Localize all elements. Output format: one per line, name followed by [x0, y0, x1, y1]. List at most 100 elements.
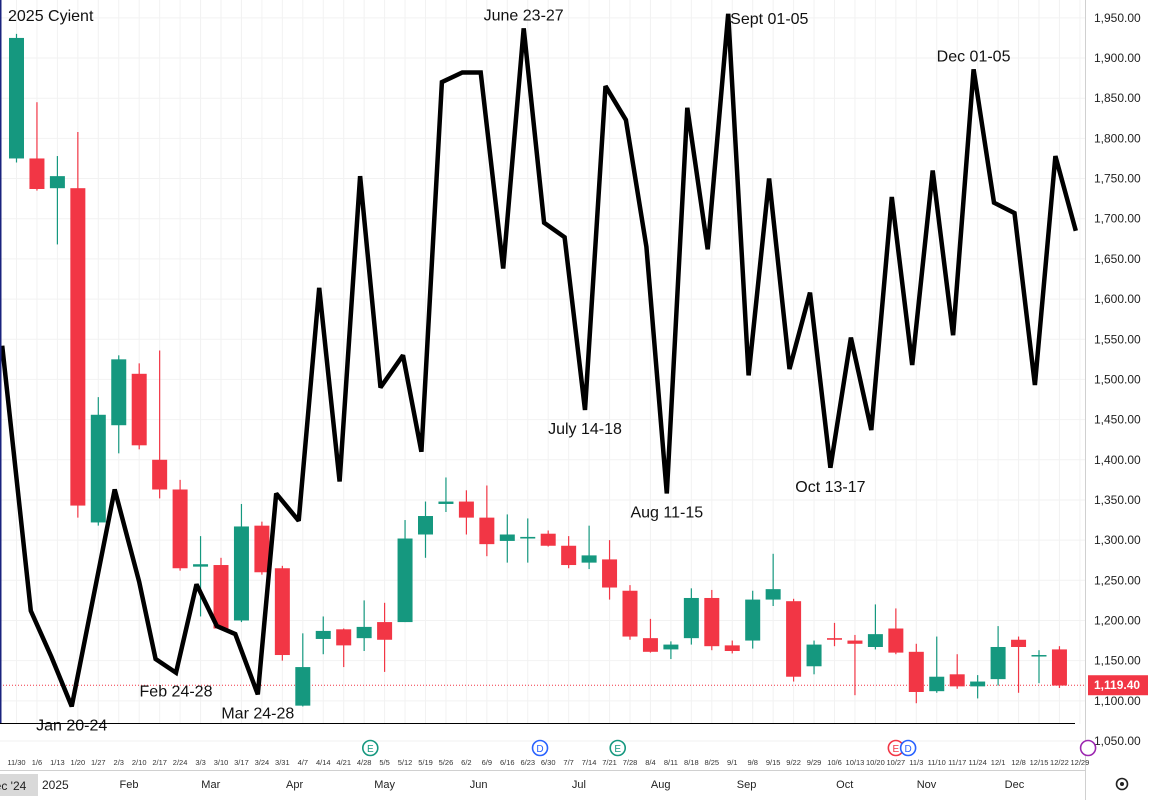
week-tick-label: 3/10 — [214, 758, 229, 767]
annotation-label: Jan 20-24 — [36, 717, 107, 734]
week-tick-label: 1/27 — [91, 758, 106, 767]
annotation-label: Sept 01-05 — [730, 11, 808, 28]
week-tick-label: 7/28 — [623, 758, 638, 767]
year-label: 2025 — [42, 778, 69, 792]
y-tick-label: 1,850.00 — [1094, 91, 1141, 105]
week-tick-label: 11/24 — [969, 758, 987, 767]
candle-body — [1031, 655, 1047, 657]
week-tick-label: 6/16 — [500, 758, 515, 767]
annotations-layer: June 23-27 Sept 01-05 Dec 01-05 July 14-18 A… — [36, 7, 1010, 734]
event-marker-letter: D — [905, 744, 912, 755]
gear-icon-ring — [1115, 777, 1129, 791]
month-tick-label: Aug — [651, 779, 671, 791]
candle-body — [111, 359, 127, 426]
y-tick-label: 1,300.00 — [1094, 533, 1141, 547]
week-tick-label: 3/3 — [195, 758, 205, 767]
candle-body — [724, 645, 740, 652]
candle-body — [704, 597, 720, 647]
overlay-line-layer — [0, 13, 1078, 708]
y-tick-label: 1,650.00 — [1094, 252, 1141, 266]
candle-body — [254, 525, 270, 573]
candle-body — [561, 545, 577, 566]
candle-body — [622, 590, 638, 637]
week-tick-label: 7/21 — [602, 758, 617, 767]
candle-body — [1011, 639, 1027, 647]
event-marker-icon — [361, 739, 379, 757]
month-tick-label: Sep — [737, 779, 757, 791]
candle-body — [49, 176, 65, 189]
event-marker-letter: E — [367, 744, 374, 755]
candle-body — [602, 559, 618, 588]
overlay-polyline — [0, 13, 1078, 708]
y-tick-label: 1,200.00 — [1094, 613, 1141, 627]
candle-body — [213, 565, 229, 629]
y-tick-label: 1,700.00 — [1094, 212, 1141, 226]
week-tick-label: 1/20 — [71, 758, 86, 767]
month-tick-label: Oct — [836, 779, 853, 791]
candle-body — [847, 640, 863, 644]
candle-body — [908, 651, 924, 692]
week-tick-label: 8/11 — [664, 758, 678, 767]
event-marker-icon — [609, 739, 627, 757]
y-tick-label: 1,100.00 — [1094, 694, 1141, 708]
week-tick-label: 2/3 — [114, 758, 124, 767]
week-tick-label: 4/21 — [336, 758, 351, 767]
candle-body — [479, 517, 495, 545]
candle-body — [295, 667, 311, 706]
y-tick-label: 1,800.00 — [1094, 131, 1141, 145]
week-tick-label: 8/25 — [704, 758, 719, 767]
month-tick-label: May — [374, 779, 395, 791]
candle-body — [806, 644, 822, 667]
week-tick-label: 1/13 — [50, 758, 65, 767]
week-tick-label: 11/10 — [928, 758, 946, 767]
candles-layer — [9, 33, 1067, 707]
event-marker-icon — [1079, 739, 1097, 757]
candle-body — [581, 555, 597, 563]
week-tick-label: 10/6 — [827, 758, 842, 767]
candle-body — [786, 601, 802, 677]
annotation-label: Feb 24-28 — [140, 684, 213, 701]
candle-body — [397, 538, 413, 623]
week-tick-label: 10/13 — [846, 758, 865, 767]
candle-body — [274, 568, 290, 656]
month-tick-label: Jul — [572, 779, 586, 791]
week-tick-label: 5/12 — [398, 758, 413, 767]
week-tick-label: 9/15 — [766, 758, 781, 767]
candle-body — [663, 644, 679, 650]
week-tick-label: 10/20 — [866, 758, 885, 767]
week-tick-label: 4/14 — [316, 758, 331, 767]
annotation-label: Mar 24-28 — [221, 705, 294, 722]
annotation-label: Dec 01-05 — [937, 48, 1011, 65]
gear-icon-hub — [1120, 782, 1124, 786]
candle-body — [888, 628, 904, 653]
last-price-label: 1,119.40 — [1094, 678, 1140, 692]
candle-body — [315, 630, 331, 639]
month-tick-label: Dec — [1005, 779, 1025, 791]
candle-body — [438, 501, 454, 504]
candle-body — [990, 646, 1006, 680]
event-marker-icon — [899, 739, 917, 757]
chart-title: 2025 Cyient — [8, 8, 94, 25]
candle-body — [70, 188, 86, 506]
candle-body — [499, 534, 515, 541]
week-tick-label: 9/22 — [786, 758, 801, 767]
candle-body — [90, 414, 106, 523]
month-tick-label: Mar — [201, 779, 220, 791]
y-tick-label: 1,900.00 — [1094, 51, 1141, 65]
last-price-tag-bg — [1088, 675, 1148, 696]
annotation-label: July 14-18 — [548, 421, 622, 438]
y-tick-label: 1,450.00 — [1094, 413, 1141, 427]
week-tick-label: 3/17 — [234, 758, 249, 767]
week-tick-label: 1/6 — [32, 758, 42, 767]
gear-icon — [1115, 777, 1129, 791]
y-tick-label: 1,600.00 — [1094, 292, 1141, 306]
y-tick-label: 1,400.00 — [1094, 453, 1141, 467]
week-tick-label: 11/3 — [909, 758, 923, 767]
week-tick-label: 8/4 — [645, 758, 655, 767]
candle-body — [745, 599, 761, 641]
candle-body — [377, 622, 393, 640]
candle-body — [929, 676, 945, 692]
week-tick-label: 9/29 — [807, 758, 822, 767]
